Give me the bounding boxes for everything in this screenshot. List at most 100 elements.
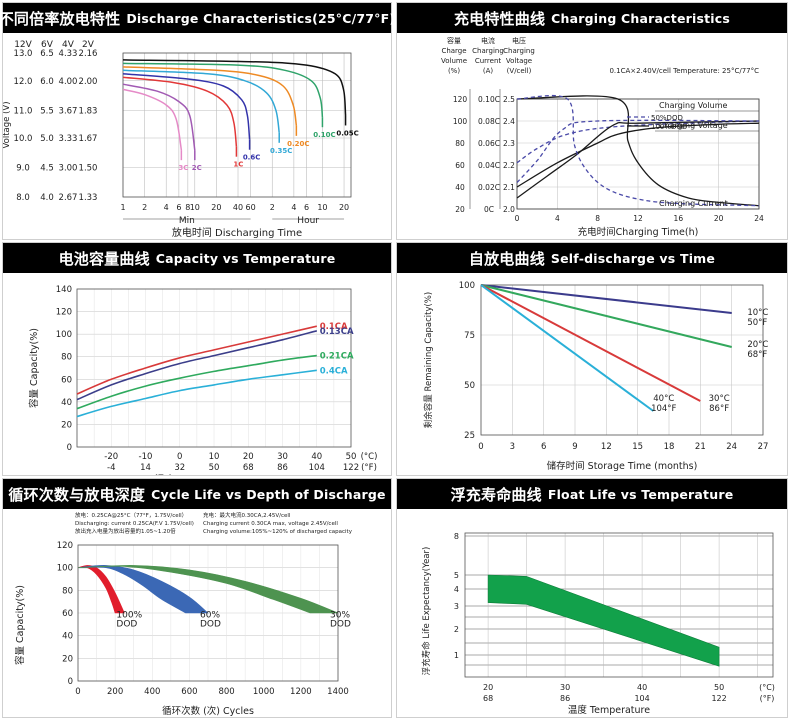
x-tick-min: 6 [176, 203, 181, 212]
voltage-tick: 11.0 [14, 106, 33, 116]
discharge-ylabel: Voltage (V) [3, 101, 12, 148]
voltage-tick: 4.5 [40, 164, 54, 174]
cycle-note: 放电：0.25CA@25°C（77°F，1.75V/cell） [75, 511, 187, 519]
selfdis-label-c: 20°C [747, 340, 768, 350]
capacity-x-tick-f: 122 [343, 463, 359, 473]
selfdis-panel: 自放电曲线 Self-discharge vs Time 25 50 75 100 0 3… [396, 242, 788, 476]
cycle-x-tick: 1000 [253, 687, 275, 697]
capacity-curve-0.4CA [76, 369, 317, 418]
selfdis-label-f: 68°F [747, 350, 767, 360]
capacity-y-tick: 60 [61, 375, 72, 385]
cycle-y-tick: 80 [62, 586, 73, 596]
voltage-tick: 3.67 [59, 106, 78, 116]
cycle-x-tick: 0 [75, 687, 80, 697]
plot-frame [76, 288, 352, 448]
discharge-label-0.35C: 0.35C [270, 147, 292, 155]
charging-col-header: (%) [448, 67, 460, 75]
cycle-y-tick: 100 [57, 564, 73, 574]
cycle-band-1 [77, 565, 209, 614]
float-y-tick: 5 [454, 571, 459, 580]
discharge-curve-0.6C [122, 73, 251, 140]
voltage-tick: 6.5 [40, 49, 54, 59]
capacity-curve-0.21CA [76, 354, 317, 410]
selfdis-label-f: 104°F [651, 404, 676, 414]
charging-panel: 充电特性曲线 Charging Characteristics 容量 Charge… [396, 2, 788, 240]
x-tick-min: 40 [233, 203, 243, 212]
x-tick-hour: 2 [270, 203, 275, 212]
charging-x-tick: 16 [674, 214, 684, 223]
cycle-label-dod: DOD [330, 620, 351, 630]
float-unit-c: (°C) [759, 683, 775, 692]
cycle-label-pct: 100% [116, 611, 142, 621]
cycle-header: 循环次数与放电深度 Cycle Life vs Depth of Dischar… [3, 479, 391, 509]
cycle-x-tick: 200 [107, 687, 123, 697]
selfdis-line [480, 284, 654, 412]
selfdis-line [480, 284, 701, 402]
capacity-x-tick-c: -10 [139, 452, 153, 462]
cycle-x-tick: 600 [181, 687, 197, 697]
capacity-x-tick-f: 68 [243, 463, 254, 473]
float-band [487, 574, 720, 667]
capacity-label-0.21CA: 0.21CA [320, 352, 354, 362]
charging-header: 充电特性曲线 Charging Characteristics [397, 3, 787, 33]
capacity-x-tick-c: 30 [277, 452, 288, 462]
float-x-tick-c: 40 [637, 683, 647, 692]
capacity-y-tick: 140 [56, 285, 72, 295]
charging-vol-tick: 100 [453, 117, 468, 126]
voltage-tick: 2.67 [59, 193, 78, 203]
selfdis-x-tick: 21 [695, 442, 706, 452]
charging-cur-tick: 0.10C [478, 95, 500, 104]
capacity-label-0.4CA: 0.4CA [320, 366, 348, 376]
x-tick-hour: 6 [304, 203, 309, 212]
selfdis-chart: 25 50 75 100 0 3 6 9 12 15 18 21 24 27 储存时间 Storage Ti… [423, 281, 769, 472]
voltage-tick: 1.50 [79, 164, 98, 174]
voltage-tick: 8.0 [16, 193, 30, 203]
charging-col-header: Charge [441, 47, 466, 55]
selfdis-x-tick: 27 [758, 442, 769, 452]
cycle-note: Charging current 0.30CA max, voltage 2.4… [203, 521, 338, 527]
voltage-tick: 6.0 [40, 77, 54, 87]
cycle-label-pct: 60% [200, 611, 220, 621]
cycle-title-zh: 循环次数与放电深度 [8, 485, 146, 504]
capacity-panel: 电池容量曲线 Capacity vs Temperature 0 20 40 60 80… [2, 242, 392, 476]
charging-curve [516, 119, 760, 184]
x-tick-hour: 4 [291, 203, 296, 212]
charging-vol-tick: 80 [455, 139, 465, 148]
selfdis-label-f: 86°F [709, 404, 729, 414]
cycle-label-dod: DOD [200, 620, 221, 630]
float-header: 浮充寿命曲线 Float Life vs Temperature [397, 479, 787, 509]
discharge-label-3C: 3C [178, 164, 188, 172]
charging-cur-tick: 0C [484, 205, 494, 214]
capacity-x-tick-c: 20 [243, 452, 254, 462]
legend-50dod: 50%DOD [651, 114, 683, 122]
selfdis-title-en: Self-discharge vs Time [550, 250, 716, 266]
cycle-y-tick: 20 [62, 654, 73, 664]
charging-x-tick: 0 [515, 214, 520, 223]
voltage-header: 12V [14, 40, 32, 50]
voltage-tick: 4.0 [40, 193, 54, 203]
capacity-x-tick-c: -20 [104, 452, 118, 462]
selfdis-x-tick: 6 [541, 442, 546, 452]
charging-x-tick: 24 [754, 214, 764, 223]
capacity-y-tick: 20 [61, 420, 72, 430]
capacity-x-tick-f: 50 [209, 463, 220, 473]
charging-condition: 0.1CA×2.40V/cell Temperature: 25°C/77°C [609, 67, 759, 75]
charging-volt-tick: 2.2 [503, 161, 515, 170]
charging-col-header: 电压 [512, 36, 526, 45]
charging-vol-tick: 60 [455, 161, 465, 170]
float-x-tick-f: 68 [483, 694, 493, 703]
discharge-label-2C: 2C [192, 164, 202, 172]
selfdis-label-c: 10°C [747, 308, 768, 318]
cycle-y-tick: 60 [62, 609, 73, 619]
charging-col-header: Volume [441, 57, 467, 65]
x-tick-min: 20 [211, 203, 221, 212]
capacity-y-tick: 120 [56, 308, 72, 318]
charging-vol-tick: 120 [453, 95, 468, 104]
capacity-unit-f: (°F) [361, 463, 377, 473]
capacity-x-tick-f: 86 [277, 463, 288, 473]
float-chart: 1 2 3 4 5 8 浮充寿命 Life Expectancy(Year) 20 68 30 86… [421, 532, 775, 716]
plot-frame [122, 52, 352, 198]
charging-chart: 容量ChargeVolume(%)电流ChargingCurrent(A)电压C… [441, 36, 764, 238]
float-panel: 浮充寿命曲线 Float Life vs Temperature 1 2 3 4 5 8 浮… [396, 478, 788, 718]
float-y-tick: 2 [454, 625, 459, 634]
